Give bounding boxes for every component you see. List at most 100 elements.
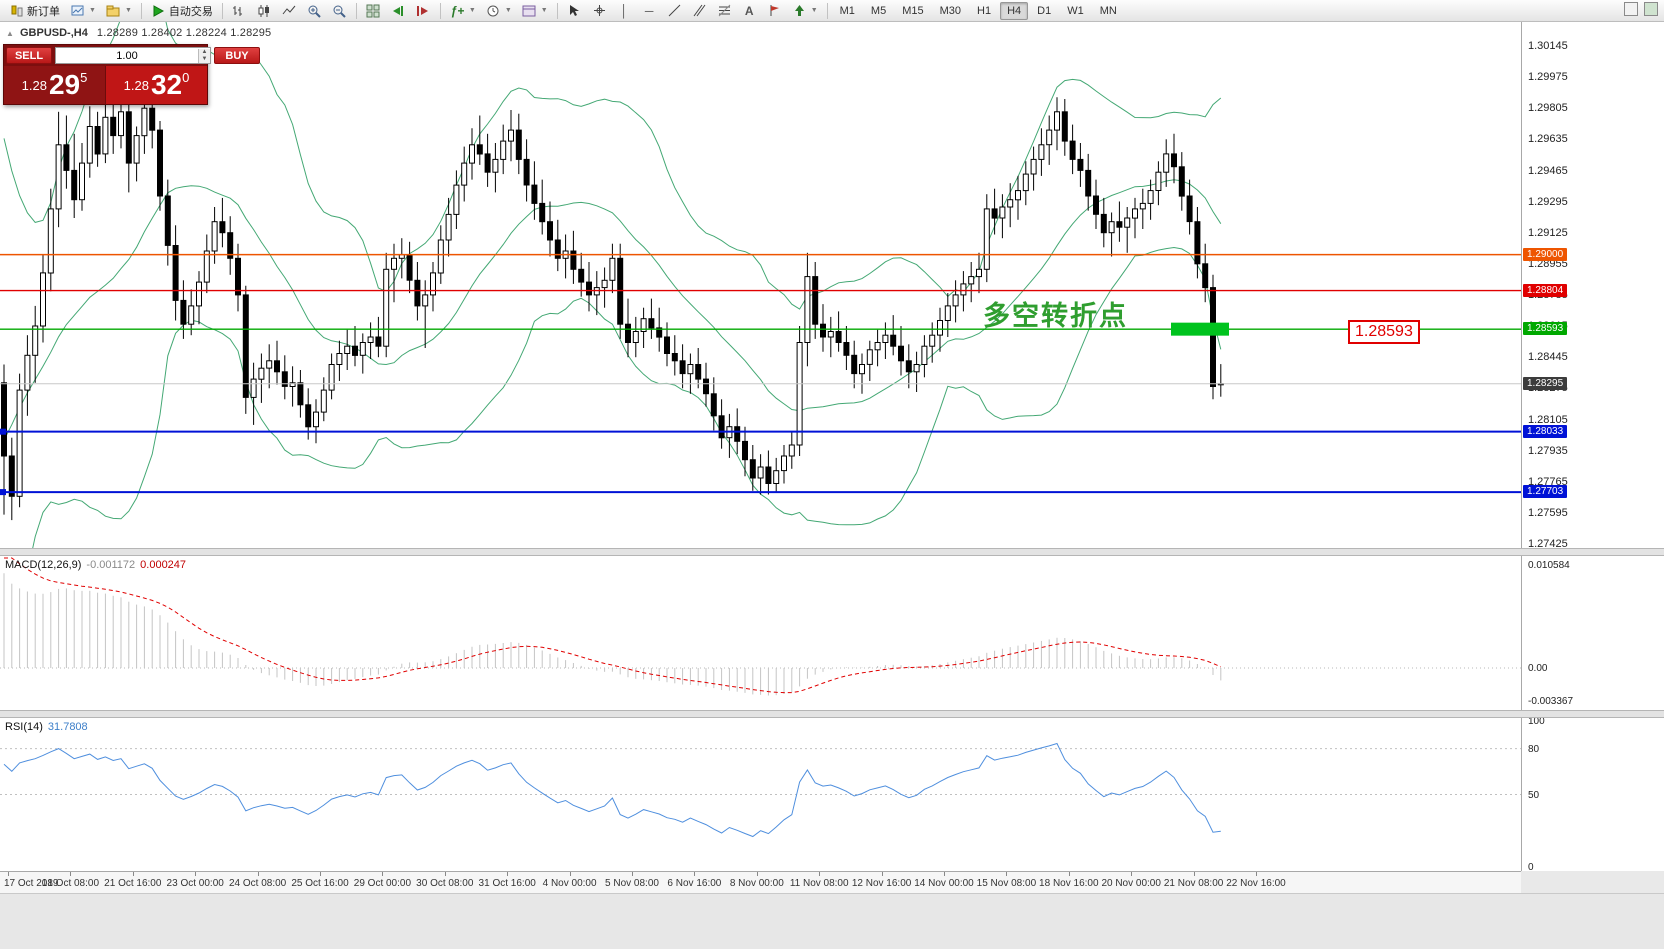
timeframe-W1[interactable]: W1 [1067,4,1084,17]
horizontal-line-tool-button[interactable]: ─ [638,2,661,20]
splitter-rsi[interactable] [0,710,1664,718]
spinner-down-icon[interactable]: ▼ [199,55,210,63]
buy-button[interactable]: BUY [214,47,260,64]
green-marker-rect[interactable] [1171,322,1229,336]
zoom-out-button[interactable] [328,2,351,20]
price-tick: 1.27425 [1528,538,1568,550]
symbol-label: GBPUSD-,H4 [19,27,88,39]
level-lines-layer[interactable] [0,253,1521,496]
timeframe-M30[interactable]: M30 [939,4,961,17]
rsi-scale-label: 0 [1528,862,1534,873]
text-tool-button[interactable]: A [738,2,761,20]
one-click-panel-toggle[interactable]: ▲ [6,29,14,38]
macd-panel[interactable] [0,556,1521,710]
time-label: 24 Oct 08:00 [228,878,287,889]
time-tick [756,872,758,876]
toolbar-right-icons [1624,2,1658,16]
time-tick [444,872,446,876]
crosshair-tool-button[interactable] [588,2,611,20]
price-badge: 1.28593 [1523,322,1568,336]
timeframe-M15[interactable]: M15 [902,4,924,17]
channel-tool-button[interactable] [688,2,711,20]
indicators-icon: ƒ+ [450,3,465,18]
trendline-icon [667,3,682,18]
chinese-annotation[interactable]: 多空转折点 [983,301,1128,331]
time-label: 29 Oct 00:00 [353,878,412,889]
time-tick [132,872,134,876]
macd-signal-value: 0.000247 [140,559,187,571]
window-restore-icon[interactable] [1624,2,1638,16]
arrows-tool-button[interactable]: ▼ [788,2,822,20]
time-tick [382,872,384,876]
time-label: 25 Oct 16:00 [291,878,349,889]
clock-icon [486,3,501,18]
cursor-tool-button[interactable] [563,2,586,20]
timeframe-H1[interactable]: H1 [977,4,992,17]
indicators-button[interactable]: ƒ+ ▼ [446,2,480,20]
timeframe-H4[interactable]: H4 [1000,1,1029,20]
new-order-label: 新订单 [27,5,60,18]
timeframe-M5[interactable]: M5 [870,4,887,17]
spinner-up-icon[interactable]: ▲ [199,48,210,56]
label-tool-button[interactable] [763,2,786,20]
toolbar-separator [439,2,441,19]
zoom-in-button[interactable] [303,2,326,20]
sell-price-display[interactable]: 1.28 29 5 [4,66,106,104]
tile-windows-icon [366,3,381,18]
rsi-line [3,742,1221,838]
chevron-down-icon: ▼ [504,7,512,14]
chevron-down-icon: ▼ [89,7,96,14]
rsi-scale-label: 100 [1528,716,1545,727]
rsi-panel[interactable] [0,718,1521,871]
time-axis[interactable]: 17 Oct 2019 18 Oct 08:00 21 Oct 16:00 23 Oc… [0,871,1521,893]
new-chart-button[interactable]: ▼ [66,2,100,20]
timeframe-M1[interactable]: M1 [839,4,855,17]
time-tick [632,872,633,876]
timeframe-D1[interactable]: D1 [1037,4,1052,17]
time-label: 15 Nov 08:00 [976,878,1037,889]
macd-histogram [3,573,1222,696]
time-label: 17 Oct 2019 [4,878,59,889]
fibonacci-icon [717,3,732,18]
splitter-macd[interactable] [0,548,1664,556]
price-scale[interactable]: 1.30145 1.29975 1.29805 1.29635 1.29465 1.292… [1521,22,1664,873]
fibonacci-tool-button[interactable] [713,2,736,20]
candlestick-mode-button[interactable] [253,2,276,20]
chart-shift-button[interactable] [412,2,435,20]
main-chart-canvas[interactable] [0,22,1521,548]
time-tick [1256,872,1257,876]
trendline-tool-button[interactable] [663,2,686,20]
periods-button[interactable]: ▼ [482,2,516,20]
new-chart-icon [70,3,85,18]
volume-input[interactable] [56,49,198,62]
price-callout-box[interactable]: 1.28593 [1348,320,1420,344]
macd-signal-line [4,557,1221,694]
channel-icon [692,3,707,18]
candles-layer [1,93,1224,521]
time-label: 14 Nov 00:00 [914,878,974,889]
price-badge: 1.28804 [1523,283,1568,297]
zoom-in-icon [307,3,322,18]
chevron-down-icon: ▼ [468,7,476,14]
timeframe-MN[interactable]: MN [1099,4,1117,17]
horizontal-line-icon: ─ [644,3,654,18]
crosshair-icon [592,3,607,18]
vertical-line-tool-button[interactable]: │ [613,2,636,20]
buy-price-display[interactable]: 1.28 32 0 [106,66,207,104]
line-chart-mode-button[interactable] [278,2,301,20]
volume-spinner: ▲ ▼ [198,48,210,63]
bar-chart-mode-button[interactable] [228,2,251,20]
data-window-icon[interactable] [1644,2,1658,16]
autotrading-button[interactable]: 自动交易 [147,2,217,20]
toolbar-separator [140,2,142,19]
templates-button[interactable]: ▼ [518,2,552,20]
sell-button[interactable]: SELL [6,47,52,64]
text-icon: A [744,3,754,18]
profiles-button[interactable]: ▼ [102,2,136,20]
new-order-button[interactable]: 新订单 [5,2,64,20]
auto-scroll-button[interactable] [387,2,410,20]
autotrading-label: 自动交易 [168,5,213,18]
tile-windows-button[interactable] [362,2,385,20]
toolbar-separator [826,2,828,19]
time-label: 18 Nov 16:00 [1039,878,1099,889]
